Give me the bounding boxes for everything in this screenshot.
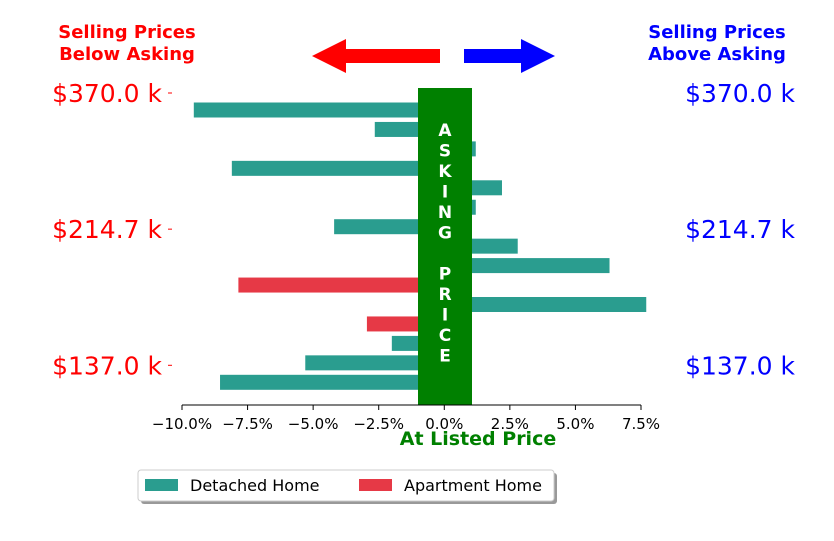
y-tick-label-left: $137.0 k <box>52 351 162 380</box>
x-tick-label: −2.5% <box>353 415 404 433</box>
band-letter: I <box>442 183 448 203</box>
right-arrow-icon <box>464 39 555 73</box>
bar-row-13 <box>305 355 445 371</box>
band-letter: K <box>438 162 452 182</box>
band-letter: G <box>438 224 452 244</box>
header-left-line-1: Selling Prices <box>58 22 195 43</box>
legend-swatch-detached <box>145 479 178 491</box>
header-right-line-1: Selling Prices <box>648 22 785 43</box>
x-tick-label: 0.0% <box>425 415 463 433</box>
bar-row-9 <box>238 277 445 293</box>
legend-label-apartment: Apartment Home <box>404 476 542 495</box>
bar-row-0 <box>193 102 445 118</box>
band-letter: I <box>442 306 448 326</box>
x-tick-label: −7.5% <box>222 415 273 433</box>
y-tick-label-right: $137.0 k <box>685 351 795 380</box>
x-tick-label: 5.0% <box>556 415 594 433</box>
bar-row-10 <box>444 297 647 312</box>
band-letter: C <box>439 326 451 346</box>
band-letter: P <box>439 265 451 285</box>
x-axis-ticks: −10.0% −7.5% −5.0% −2.5% 0.0% 2.5% 5.0% 7.5% <box>152 405 660 433</box>
y-tick-label-right: $214.7 k <box>685 215 795 244</box>
left-arrow-icon <box>312 39 440 73</box>
bar-group <box>193 102 647 390</box>
x-tick-label: −10.0% <box>152 415 212 433</box>
legend-swatch-apartment <box>359 479 392 491</box>
header-right-line-2: Above Asking <box>648 44 786 65</box>
y-tick-label-left: $370.0 k <box>52 79 162 108</box>
legend-box <box>137 469 555 502</box>
band-letter: S <box>439 142 451 162</box>
y-axis-ticks: $370.0 k $370.0 k $214.7 k $214.7 k $137.0 k… <box>52 79 795 380</box>
bar-row-6 <box>334 219 445 235</box>
asking-price-band <box>418 88 472 405</box>
y-tick-label-right: $370.0 k <box>685 79 795 108</box>
band-letter: R <box>438 285 451 305</box>
legend: Detached Home Apartment Home <box>137 469 557 504</box>
bar-row-8 <box>444 258 610 274</box>
bar-row-14 <box>220 374 445 390</box>
legend-label-detached: Detached Home <box>190 476 320 495</box>
band-letter: A <box>438 121 452 141</box>
x-tick-label: 7.5% <box>622 415 660 433</box>
header-left-line-2: Below Asking <box>59 44 195 65</box>
band-letter: N <box>438 203 452 223</box>
x-tick-label: 2.5% <box>491 415 529 433</box>
x-axis-label: At Listed Price <box>400 428 556 450</box>
x-tick-label: −5.0% <box>288 415 339 433</box>
y-tick-label-left: $214.7 k <box>52 215 162 244</box>
band-letter: E <box>439 347 451 367</box>
bar-row-3 <box>231 160 445 176</box>
